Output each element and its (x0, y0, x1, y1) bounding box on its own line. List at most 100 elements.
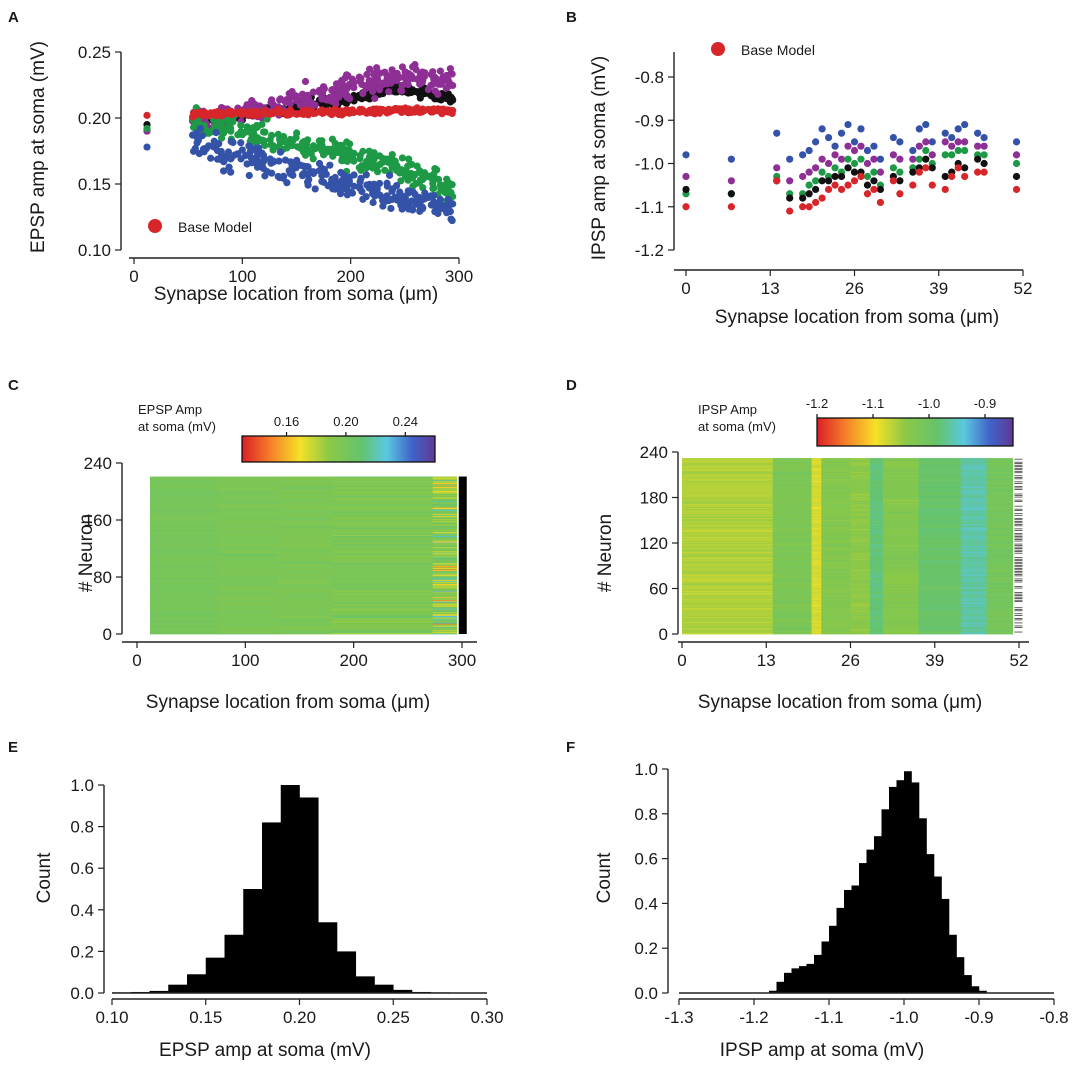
panel-b-x-tick-label: 52 (1014, 279, 1033, 298)
panel-b-point-base-model (844, 182, 851, 189)
panel-a-point-blue (239, 146, 246, 153)
panel-a-point-base-model (201, 110, 208, 117)
panel-b-point-green (922, 147, 929, 154)
panel-a-y-tick-label: 0.15 (78, 175, 111, 194)
panel-b-point-black (682, 186, 689, 193)
panel-a-point-purple (277, 95, 284, 102)
panel-d-heat-cell (883, 458, 919, 459)
panel-b-y-tick-label: -1.1 (635, 198, 664, 217)
panel-b-point-black (929, 164, 936, 171)
panel-b-point-base-model (961, 173, 968, 180)
panel-b-point-blue (806, 147, 813, 154)
panel-letter-d: D (566, 377, 577, 394)
panel-a-point-green (369, 164, 376, 171)
panel-a-point-blue (350, 171, 357, 178)
panel-a-point-green (239, 131, 246, 138)
panel-a-point-green (227, 128, 234, 135)
panel-b-point-black (728, 190, 735, 197)
panel-a-point-purple (386, 72, 393, 79)
panel-a-point-blue (344, 181, 351, 188)
panel-b-point-green (890, 164, 897, 171)
panel-c-ylabel: # Neuron (76, 514, 97, 592)
panel-b-point-green (870, 169, 877, 176)
panel-b-point-green (857, 156, 864, 163)
panel-a-point-blue (318, 165, 325, 172)
panel-b-point-green (864, 173, 871, 180)
panel-b-point-purple (877, 169, 884, 176)
panel-b-point-base-model (942, 186, 949, 193)
panel-b-point-blue (1013, 138, 1020, 145)
panel-c-x-tick-label: 200 (339, 651, 367, 670)
panel-d-heat-cell (812, 458, 822, 459)
panel-a-point-green (399, 154, 406, 161)
panel-a-point-green (250, 130, 257, 137)
panel-a-point-blue (432, 202, 439, 209)
panel-a-point-blue (264, 168, 271, 175)
panel-a-point-blue (195, 137, 202, 144)
panel-b-point-green (916, 156, 923, 163)
panel-d-colorbar-title2: at soma (mV) (698, 419, 776, 434)
panel-b-point-purple (844, 143, 851, 150)
panel-c-colorbar (242, 436, 435, 462)
panel-a-point-green (261, 129, 268, 136)
panel-c-y-tick-label: 240 (84, 454, 112, 473)
panel-b-point-blue (818, 125, 825, 132)
panel-a-point-base-model (218, 109, 225, 116)
panel-letter-c: C (8, 377, 19, 394)
panel-b-y-tick-label: -0.9 (635, 111, 664, 130)
panel-b-point-black (806, 190, 813, 197)
panel-a-point-blue (447, 215, 454, 222)
panel-a-point-blue (197, 125, 204, 132)
panel-a-point-purple (359, 90, 366, 97)
panel-a-point-blue (441, 206, 448, 213)
panel-a-point-blue (189, 131, 196, 138)
panel-b-point-purple (955, 138, 962, 145)
panel-b-xlabel: Synapse location from soma (μm) (715, 307, 999, 328)
panel-c-index-bar (459, 477, 467, 634)
panel-b-point-purple (981, 143, 988, 150)
panel-a-point-green (277, 139, 284, 146)
panel-b-point-blue (812, 138, 819, 145)
panel-b-point-black (909, 169, 916, 176)
panel-a-point-green (412, 180, 419, 187)
panel-b-point-black (818, 177, 825, 184)
panel-a-point-base-model (350, 109, 357, 116)
panel-b-point-base-model (864, 190, 871, 197)
panel-b-point-base-model (825, 186, 832, 193)
panel-b-point-purple (909, 156, 916, 163)
panel-d-heat-cell (682, 458, 773, 459)
panel-a-point-blue (312, 185, 319, 192)
panel-a-point-base-model (441, 108, 448, 115)
panel-b-point-purple (896, 156, 903, 163)
panel-c-heat-cell (433, 477, 457, 478)
panel-b-point-green (831, 164, 838, 171)
panel-b-point-black (844, 164, 851, 171)
panel-b-point-blue (896, 138, 903, 145)
panel-a-point-blue (249, 146, 256, 153)
panel-a-point-green (237, 122, 244, 129)
panel-b-point-base-model (786, 207, 793, 214)
panel-b-point-purple (961, 138, 968, 145)
panel-a-point-blue (207, 155, 214, 162)
panel-b-point-base-model (909, 182, 916, 189)
panel-b-point-black (786, 195, 793, 202)
panel-b-point-purple (831, 151, 838, 158)
panel-a-point-green (387, 157, 394, 164)
panel-a-point-purple (344, 85, 351, 92)
panel-a-point-blue (356, 185, 363, 192)
panel-b-point-green (981, 151, 988, 158)
panel-a-point-blue (326, 162, 333, 169)
panel-a-point-green (318, 147, 325, 154)
panel-b-point-purple (857, 143, 864, 150)
panel-a-point-purple (346, 95, 353, 102)
panel-a-point-blue (213, 129, 220, 136)
panel-b-point-black (870, 177, 877, 184)
panel-b-point-black (974, 156, 981, 163)
panel-d-colorbar (817, 418, 1013, 446)
panel-b-point-base-model (682, 203, 689, 210)
panel-a-point-base-model (280, 109, 287, 116)
panel-b-point-blue (831, 143, 838, 150)
panel-a-point-blue (394, 196, 401, 203)
